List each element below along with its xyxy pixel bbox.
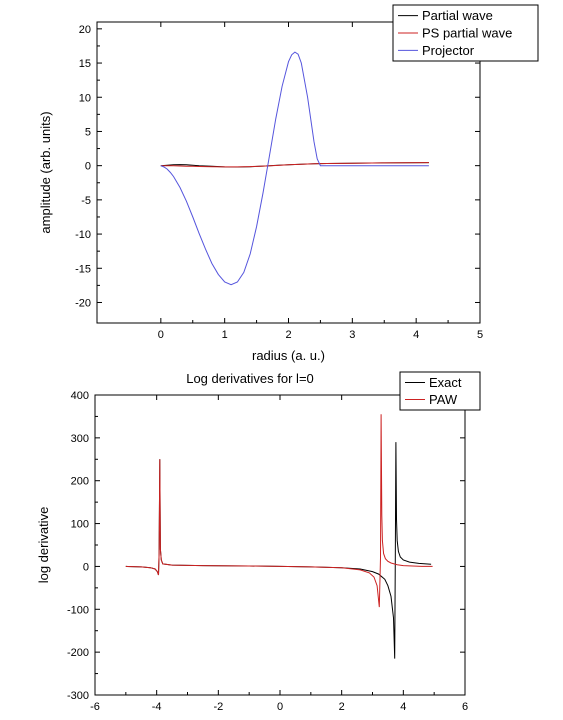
chart0-y-axis-title: amplitude (arb. units) <box>38 111 53 233</box>
chart1-legend-box <box>399 371 481 411</box>
chart1-y-axis-title: log derivative <box>36 507 51 584</box>
chart0-y-tick-label: -5 <box>81 195 91 207</box>
chart1-y-tick-label: 200 <box>71 476 89 488</box>
chart1-x-tick-label: -6 <box>90 701 100 713</box>
chart1-legend-label: Exact <box>429 375 462 390</box>
chart0-x-tick-label: 0 <box>158 329 164 341</box>
chart0-x-tick-label: 4 <box>413 329 419 341</box>
chart1-x-tick-label: 6 <box>462 701 468 713</box>
chart0-x-axis-title: radius (a. u.) <box>252 348 325 363</box>
chart0-x-tick-label: 3 <box>349 329 355 341</box>
chart1-chart-title: Log derivatives for l=0 <box>186 371 314 386</box>
chart1-x-tick-label: -2 <box>213 701 223 713</box>
chart1-x-tick-label: -4 <box>152 701 162 713</box>
chart0-y-tick-label: 10 <box>79 92 91 104</box>
chart1-y-tick-label: 400 <box>71 390 89 402</box>
chart1-y-tick-label: -300 <box>67 690 89 702</box>
chart1-y-tick-label: 100 <box>71 519 89 531</box>
chart0-y-tick-label: -15 <box>75 263 91 275</box>
chart0-x-tick-label: 1 <box>222 329 228 341</box>
chart1-x-tick-label: 2 <box>339 701 345 713</box>
chart1-y-tick-label: -200 <box>67 647 89 659</box>
chart1-series-line-exact <box>125 442 432 659</box>
chart0-series-line-ps-partial-wave <box>160 162 429 168</box>
chart0-plot-frame <box>96 21 481 324</box>
chart0-y-tick-label: 5 <box>85 126 91 138</box>
chart0-series-line-projector <box>160 51 429 286</box>
chart0-legend-label: Partial wave <box>422 8 493 23</box>
chart0-legend-label: PS partial wave <box>422 26 512 41</box>
chart1-x-tick-label: 0 <box>277 701 283 713</box>
partial-wave-chart: 0 1 2 3 4 5 -20 -15 -10 -5 0 5 10 15 20 radius (a. u.) a… <box>38 4 539 363</box>
chart1-series-line-paw <box>125 414 433 608</box>
chart0-y-tick-label: -10 <box>75 229 91 241</box>
chart0-series-group <box>160 51 429 286</box>
chart0-x-tick-label: 2 <box>285 329 291 341</box>
chart1-series-group <box>125 414 433 659</box>
chart1-legend-label: PAW <box>429 392 458 407</box>
chart1-plot-frame <box>94 394 466 696</box>
chart0-y-tick-label: 0 <box>85 161 91 173</box>
chart1-y-tick-label: 0 <box>83 561 89 573</box>
chart0-y-tick-label: 20 <box>79 24 91 36</box>
chart1-x-tick-label: 4 <box>400 701 406 713</box>
chart0-x-tick-label: 5 <box>477 329 483 341</box>
chart0-legend-label: Projector <box>422 43 475 58</box>
chart1-y-tick-label: -100 <box>67 604 89 616</box>
chart0-y-tick-label: -20 <box>75 297 91 309</box>
chart0-y-tick-label: 15 <box>79 58 91 70</box>
chart1-y-tick-label: 300 <box>71 433 89 445</box>
